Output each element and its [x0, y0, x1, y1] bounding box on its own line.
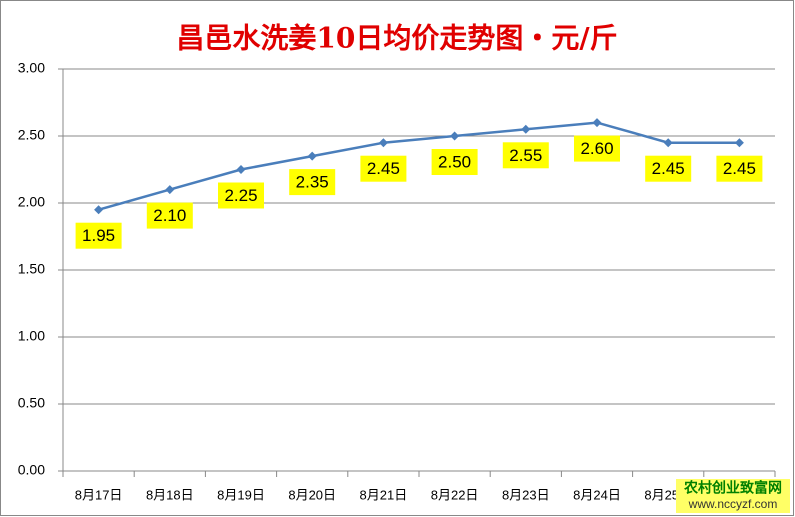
marker — [307, 151, 317, 161]
data-label-bg — [360, 155, 407, 182]
x-tick-label: 8月19日 — [217, 487, 265, 502]
data-label: 2.55 — [509, 146, 542, 165]
y-tick-label: 2.50 — [18, 127, 45, 143]
data-label: 2.45 — [723, 159, 756, 178]
x-tick-label: 8月18日 — [146, 487, 194, 502]
marker — [165, 185, 175, 195]
marker — [94, 205, 104, 215]
data-label: 2.50 — [438, 152, 471, 171]
data-label: 1.95 — [82, 226, 115, 245]
y-tick-label: 0.50 — [18, 395, 45, 411]
y-tick-label: 3.00 — [18, 60, 45, 76]
plot-area: 0.00 0.50 1.00 1.50 2.00 2.50 3.00 8月17日 8月18日 8月… — [18, 60, 776, 502]
marker — [236, 165, 246, 174]
data-label: 2.10 — [153, 206, 186, 225]
data-label: 2.60 — [580, 139, 613, 158]
line — [98, 121, 740, 211]
watermark-bg — [676, 479, 790, 513]
data-label-bg — [289, 169, 336, 196]
data-label-bg — [645, 155, 692, 182]
marker — [592, 118, 602, 128]
data-label-bg — [574, 135, 620, 162]
x-tick-label: 8月17日 — [75, 487, 123, 502]
y-tick-label: 0.00 — [18, 462, 45, 478]
y-tick-label: 2.00 — [18, 194, 45, 210]
data-label: 2.35 — [296, 173, 329, 192]
marker — [663, 138, 673, 148]
data-label: 2.45 — [367, 159, 400, 178]
watermark-url: www.nccyzf.com — [688, 497, 778, 511]
marker — [378, 138, 388, 148]
x-tick-label: 8月24日 — [573, 487, 621, 502]
marker — [450, 131, 460, 141]
y-tick-label: 1.00 — [18, 328, 45, 344]
data-label-bg — [716, 155, 763, 182]
x-tick-label: 8月20日 — [288, 487, 336, 502]
data-label-bg — [218, 182, 264, 209]
data-label-bg — [75, 222, 122, 249]
watermark-name: 农村创业致富网 — [683, 480, 782, 496]
marker — [521, 124, 531, 134]
data-label: 2.45 — [652, 159, 685, 178]
x-tick-label: 8月21日 — [360, 487, 408, 502]
data-label-bg — [502, 142, 549, 169]
y-tick-label: 1.50 — [18, 261, 45, 277]
chart-title: 昌邑水洗姜10日均价走势图・元/斤 — [176, 22, 617, 55]
x-tick-label: 8月22日 — [431, 487, 479, 502]
data-label: 2.25 — [224, 186, 257, 205]
data-label-bg — [146, 202, 193, 229]
marker — [734, 138, 744, 148]
x-tick-label: 8月23日 — [502, 487, 550, 502]
data-label-bg — [431, 149, 478, 175]
